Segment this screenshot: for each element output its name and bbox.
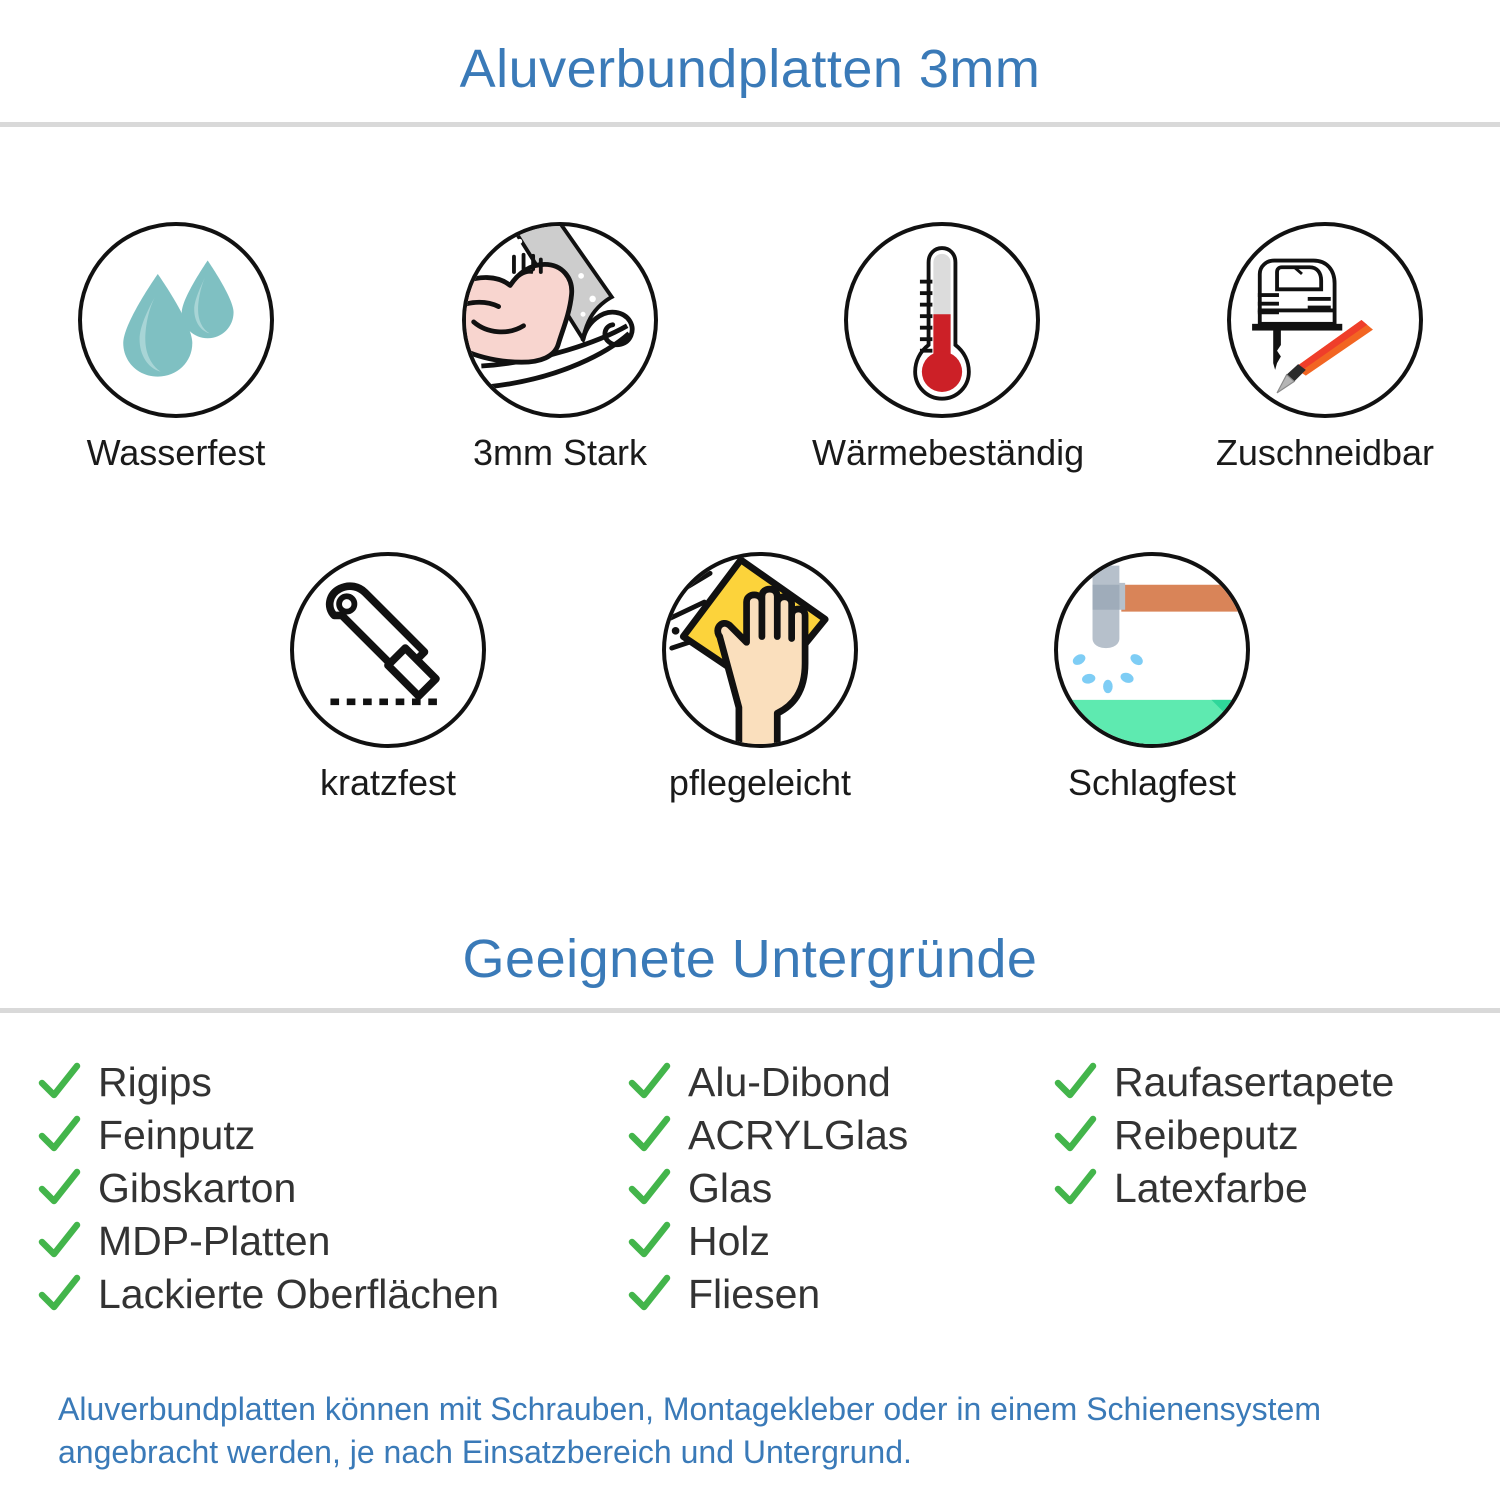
substrate-column-2: Alu-Dibond ACRYLGlas Glas Holz Fliesen bbox=[626, 1056, 908, 1321]
feature-waermebestaendig: Wärmebeständig bbox=[812, 222, 1085, 474]
list-item: Latexfarbe bbox=[1052, 1162, 1394, 1214]
check-mark-icon bbox=[36, 1165, 82, 1211]
hand-with-cloth-icon bbox=[662, 552, 858, 748]
list-item: Gibskarton bbox=[36, 1162, 499, 1214]
feature-pflegeleicht: pflegeleicht bbox=[630, 552, 890, 804]
check-mark-icon bbox=[36, 1271, 82, 1317]
feature-label: kratzfest bbox=[319, 762, 457, 803]
feature-kratzfest: kratzfest bbox=[258, 552, 518, 804]
list-item: ACRYLGlas bbox=[626, 1109, 908, 1161]
list-item: Glas bbox=[626, 1162, 908, 1214]
check-mark-icon bbox=[36, 1059, 82, 1105]
jigsaw-and-cutter-icon bbox=[1227, 222, 1423, 418]
list-item-label: Raufasertapete bbox=[1114, 1058, 1395, 1105]
list-item: Alu-Dibond bbox=[626, 1056, 908, 1108]
water-drops-icon bbox=[78, 222, 274, 418]
list-item: Raufasertapete bbox=[1052, 1056, 1394, 1108]
footer-note: Aluverbundplatten können mit Schrauben, … bbox=[58, 1391, 1321, 1471]
check-mark-icon bbox=[626, 1218, 672, 1264]
flexing-muscle-icon bbox=[462, 222, 658, 418]
cutter-knife-icon bbox=[290, 552, 486, 748]
substrate-column-1: Rigips Feinputz Gibskarton MDP-Platten L… bbox=[36, 1056, 499, 1321]
list-item: Reibeputz bbox=[1052, 1109, 1394, 1161]
check-mark-icon bbox=[626, 1112, 672, 1158]
list-item-label: Gibskarton bbox=[98, 1164, 297, 1211]
feature-3mm-stark: 3mm Stark bbox=[430, 222, 690, 474]
list-item-label: Reibeputz bbox=[1114, 1111, 1299, 1158]
check-mark-icon bbox=[36, 1218, 82, 1264]
list-item: Holz bbox=[626, 1215, 908, 1267]
hammer-impact-icon bbox=[1054, 552, 1250, 748]
check-mark-icon bbox=[36, 1112, 82, 1158]
check-mark-icon bbox=[1052, 1165, 1098, 1211]
list-item: Rigips bbox=[36, 1056, 499, 1108]
list-item-label: Alu-Dibond bbox=[688, 1058, 891, 1105]
feature-schlagfest: Schlagfest bbox=[1022, 552, 1282, 804]
feature-label: pflegeleicht bbox=[668, 762, 852, 803]
feature-label: Zuschneidbar bbox=[1215, 432, 1435, 473]
check-mark-icon bbox=[1052, 1059, 1098, 1105]
section-title-substrates: Geeignete Untergründe bbox=[462, 929, 1038, 989]
feature-wasserfest: Wasserfest bbox=[46, 222, 306, 474]
list-item: Feinputz bbox=[36, 1109, 499, 1161]
list-item: Lackierte Oberflächen bbox=[36, 1268, 499, 1320]
check-mark-icon bbox=[626, 1165, 672, 1211]
list-item: MDP-Platten bbox=[36, 1215, 499, 1267]
list-item-label: ACRYLGlas bbox=[688, 1111, 909, 1158]
list-item-label: Lackierte Oberflächen bbox=[98, 1270, 500, 1317]
divider-middle bbox=[0, 1008, 1500, 1013]
list-item-label: MDP-Platten bbox=[98, 1217, 331, 1264]
feature-zuschneidbar: Zuschneidbar bbox=[1195, 222, 1455, 474]
substrate-column-3: Raufasertapete Reibeputz Latexfarbe bbox=[1052, 1056, 1394, 1215]
list-item: Fliesen bbox=[626, 1268, 908, 1320]
list-item-label: Feinputz bbox=[98, 1111, 256, 1158]
feature-label: Schlagfest bbox=[1067, 762, 1237, 803]
list-item-label: Latexfarbe bbox=[1114, 1164, 1308, 1211]
thermometer-icon bbox=[844, 222, 1040, 418]
list-item-label: Glas bbox=[688, 1164, 773, 1211]
feature-label: 3mm Stark bbox=[472, 432, 648, 473]
feature-label: Wasserfest bbox=[86, 432, 266, 473]
divider-top bbox=[0, 122, 1500, 127]
check-mark-icon bbox=[1052, 1112, 1098, 1158]
check-mark-icon bbox=[626, 1271, 672, 1317]
list-item-label: Fliesen bbox=[688, 1270, 821, 1317]
check-mark-icon bbox=[626, 1059, 672, 1105]
page-title: Aluverbundplatten 3mm bbox=[459, 39, 1041, 99]
feature-label: Wärmebeständig bbox=[812, 432, 1085, 473]
list-item-label: Rigips bbox=[98, 1058, 212, 1105]
list-item-label: Holz bbox=[688, 1217, 771, 1264]
